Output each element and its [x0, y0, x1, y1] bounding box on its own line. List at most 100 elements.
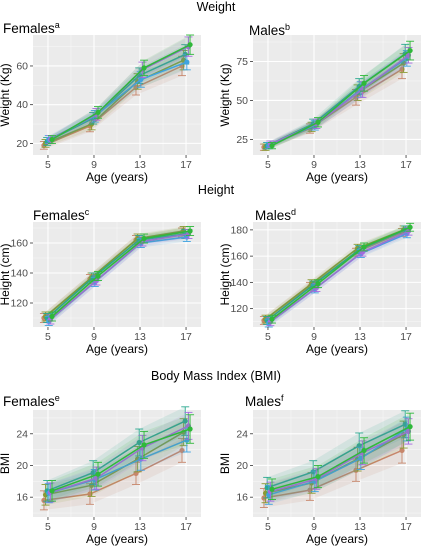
data-point	[141, 65, 147, 71]
y-tick-label: 20	[236, 460, 248, 472]
height-females-label: Femalesc	[33, 207, 90, 223]
y-tick-label: 140	[10, 268, 28, 280]
data-point	[95, 109, 101, 116]
data-point	[361, 80, 367, 86]
data-point	[49, 136, 55, 143]
x-tick-label: 13	[134, 159, 146, 171]
series-ribbon	[50, 229, 189, 324]
x-tick-label: 13	[134, 521, 146, 533]
x-tick-label: 13	[354, 331, 366, 343]
y-tick-label: 20	[16, 138, 28, 150]
x-tick-label: 9	[311, 159, 317, 171]
data-point	[269, 143, 275, 149]
series-ribbon	[268, 50, 407, 149]
weight-females-label: Femalesa	[3, 20, 60, 36]
x-tick-label: 13	[354, 159, 366, 171]
y-axis-label: Weight (Kg)	[218, 63, 232, 126]
series-line	[46, 233, 186, 319]
y-tick-label: 160	[230, 251, 248, 263]
data-point	[269, 316, 275, 322]
bmi-females-label: Femalese	[3, 393, 60, 409]
weight-males-label: Malesb	[249, 22, 291, 38]
x-tick-label: 17	[400, 159, 412, 171]
bmi-males-label: Malesf	[245, 393, 284, 409]
series-ribbon	[52, 226, 191, 321]
weight-section-title: Weight	[196, 0, 236, 14]
series-line	[51, 230, 191, 318]
x-tick-label: 17	[180, 521, 192, 533]
x-tick-label: 17	[400, 331, 412, 343]
series-ribbon	[267, 44, 406, 149]
x-tick-label: 9	[311, 331, 317, 343]
series-line	[49, 233, 189, 321]
series-line	[43, 65, 183, 146]
data-point	[361, 244, 367, 250]
series-line	[271, 425, 411, 491]
x-axis-label: Age (years)	[86, 532, 148, 546]
x-tick-label: 13	[134, 331, 146, 343]
data-point	[187, 426, 193, 432]
series-line	[45, 431, 184, 496]
data-point	[315, 119, 321, 125]
data-point	[315, 473, 321, 480]
data-point	[407, 224, 413, 230]
data-point	[187, 42, 193, 48]
x-tick-label: 17	[400, 521, 412, 533]
series-ribbon	[272, 41, 411, 149]
x-tick-label: 9	[91, 159, 97, 171]
series-line	[269, 230, 409, 323]
data-point	[49, 313, 55, 320]
series-line	[51, 428, 191, 492]
series-ribbon	[48, 428, 187, 503]
y-tick-label: 25	[236, 134, 248, 146]
y-tick-label: 120	[10, 298, 28, 310]
data-point	[138, 76, 144, 83]
data-point	[407, 47, 413, 54]
data-point	[141, 235, 147, 242]
y-tick-label: 60	[16, 60, 28, 72]
y-tick-label: 40	[16, 99, 28, 111]
y-tick-label: 140	[230, 277, 248, 289]
data-point	[141, 442, 147, 448]
series-ribbon	[43, 438, 183, 510]
height-males-label: Malesd	[255, 207, 297, 223]
series-ribbon	[52, 414, 191, 502]
y-tick-label: 75	[236, 56, 248, 68]
y-axis-label: Height (cm)	[218, 243, 232, 305]
series-line	[46, 420, 186, 492]
y-tick-label: 16	[16, 492, 28, 504]
x-axis-label: Age (years)	[306, 170, 368, 184]
y-tick-label: 160	[10, 238, 28, 250]
series-line	[270, 430, 409, 493]
series-line	[46, 53, 186, 143]
series-ribbon	[265, 53, 404, 151]
data-point	[95, 273, 101, 279]
x-tick-label: 5	[265, 159, 271, 171]
x-axis-label: Age (years)	[306, 532, 368, 546]
data-point	[182, 418, 188, 424]
data-point	[361, 447, 367, 454]
series-line	[271, 226, 411, 320]
y-tick-label: 16	[236, 492, 248, 504]
series-ribbon	[48, 232, 187, 326]
x-tick-label: 9	[311, 521, 317, 533]
series-ribbon	[272, 413, 411, 500]
series-line	[45, 59, 184, 145]
y-tick-label: 180	[230, 224, 248, 236]
series-line	[271, 49, 411, 147]
data-point	[269, 486, 275, 492]
x-tick-label: 5	[265, 331, 271, 343]
y-tick-label: 24	[16, 428, 28, 440]
y-tick-label: 24	[236, 428, 248, 440]
data-point	[399, 447, 405, 454]
data-point	[187, 228, 193, 234]
y-tick-label: 50	[236, 95, 248, 107]
series-line	[51, 44, 191, 141]
x-tick-label: 13	[354, 521, 366, 533]
y-tick-label: 20	[16, 460, 28, 472]
